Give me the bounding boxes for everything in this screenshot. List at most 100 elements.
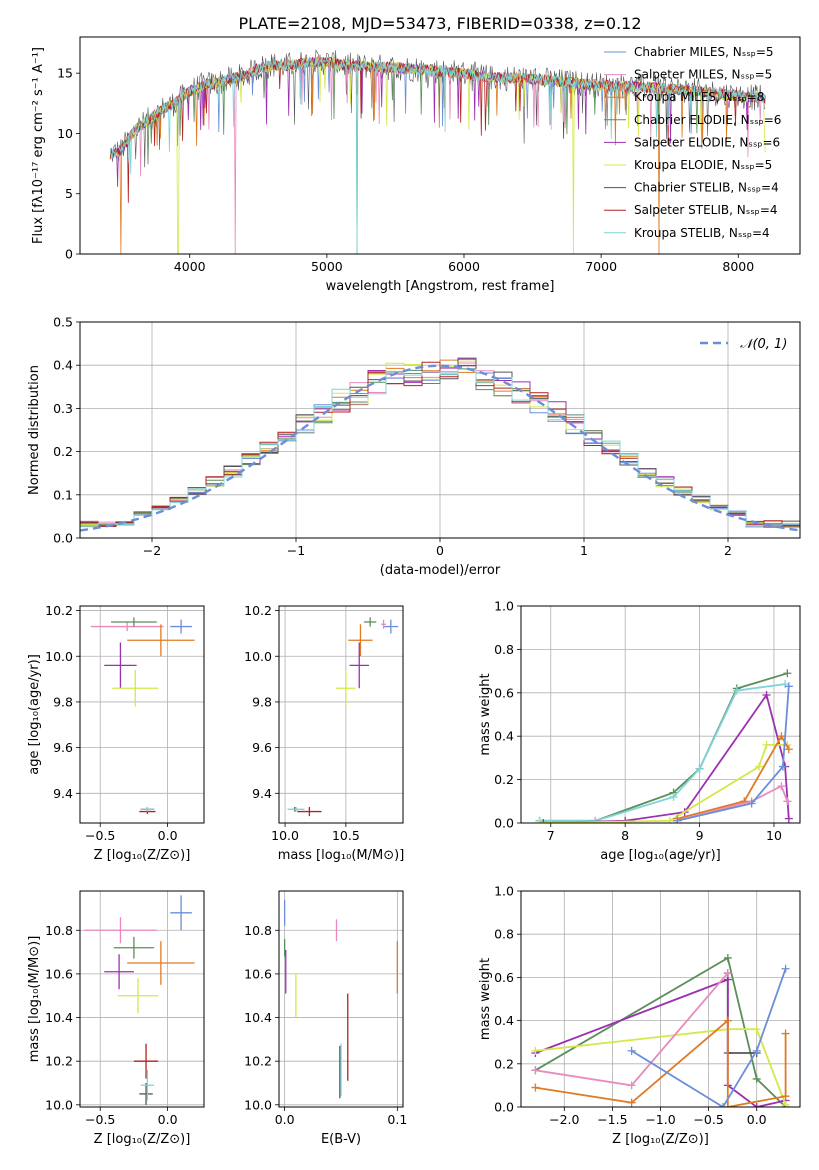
y-tick-label: 10.6 [244,966,272,981]
plot-area [90,617,195,814]
x-tick-label: 1 [580,543,588,558]
x-tick-label: 9 [696,828,704,843]
data-point-marker [762,690,771,699]
legend-label: Chabrier STELIB, Nₛₛₚ=4 [634,181,779,195]
x-axis-label: Z [log₁₀(Z/Z⊙)] [94,1132,191,1147]
y-tick-label: 10.0 [244,649,272,664]
x-tick-label: −1.0 [645,1112,675,1127]
y-tick-label: 10.0 [244,1097,272,1112]
y-tick-label: 10.2 [244,603,272,618]
y-tick-label: 0.6 [494,970,514,985]
panel-mass-vs-ebv: 0.0 0.1 10.0 10.2 10.4 10.6 10.8 E(B-V) [244,890,407,1147]
x-tick-label: 7 [547,828,555,843]
data-point-marker [752,1025,761,1034]
data-point-marker [627,1046,636,1055]
plot-area [287,617,399,817]
mass-weight-series-line [676,784,789,822]
data-point-marker [719,1103,728,1107]
y-tick-label: 9.8 [53,694,73,709]
axes-frame [79,890,205,1108]
y-tick-label: 0.8 [494,927,514,942]
y-tick-label: 1.0 [494,884,514,899]
x-tick-label: 4000 [174,259,206,274]
x-axis-label: wavelength [Angstrom, rest frame] [326,279,555,294]
spectrum-series-line [109,55,766,254]
x-tick-label: 0.0 [747,1112,767,1127]
y-axis-label: age [log₁₀(age/yr)] [27,654,42,775]
x-tick-label: −2.0 [549,1112,579,1127]
y-tick-label: 10.0 [45,649,73,664]
y-tick-label: 0.0 [494,1100,514,1115]
legend-label: Kroupa ELODIE, Nₛₛₚ=5 [634,158,772,172]
plot-area [531,953,790,1107]
x-tick-label: 0.0 [158,1112,178,1127]
axes-frame [79,605,205,824]
y-tick-label: 0.4 [494,729,514,744]
plot-area [80,357,800,538]
data-point-marker [783,669,792,678]
panel-residuals: −2 −1 0 1 2 0.0 0.1 0.2 0.3 0.4 0.5 (data-model)/er… [27,315,801,578]
plot-area [84,895,195,1105]
x-tick-label: −0.5 [85,828,115,843]
data-point-marker [781,1092,790,1101]
data-point-marker [781,1100,790,1107]
y-tick-label: 0.3 [53,401,73,416]
x-axis-label: Z [log₁₀(Z/Z⊙)] [94,848,191,863]
y-axis-label: Normed distribution [27,365,42,495]
x-tick-label: 5000 [311,259,343,274]
data-point-marker [747,799,756,808]
axes-frame [79,321,801,539]
x-tick-label: 7000 [585,259,617,274]
data-point-marker [531,1066,540,1075]
data-point-marker [762,740,771,749]
legend-label: Salpeter MILES, Nₛₛₚ=5 [634,68,772,82]
legend-label: Kroupa MILES, Nₛₛₚ=8 [634,90,764,104]
x-tick-label: 0.0 [158,828,178,843]
data-point-marker [755,762,764,771]
data-point-marker [784,745,793,754]
x-tick-label: 8000 [722,259,754,274]
data-point-marker [535,819,544,823]
y-tick-label: 10.8 [45,923,73,938]
y-tick-label: 9.6 [53,740,73,755]
y-tick-label: 5 [65,186,73,201]
plot-area [283,899,399,1099]
x-tick-label: −1 [287,543,305,558]
x-tick-label: 10.0 [271,828,299,843]
mass-weight-series-line [535,1028,787,1106]
data-point-marker [752,1046,761,1055]
y-axis-label: mass weight [478,958,493,1040]
x-tick-label: 0 [436,543,444,558]
panel-age-vs-z: −0.5 0.0 9.4 9.6 9.8 10.0 10.2 Z [log₁₀(Z/Z⊙)] a… [27,603,205,863]
data-point-marker [723,969,732,978]
data-point-marker [539,819,548,823]
y-tick-label: 10 [57,126,73,141]
legend-label: Salpeter STELIB, Nₛₛₚ=4 [634,203,778,217]
mass-weight-series-line [534,956,787,1107]
data-point-marker [752,1103,761,1107]
mass-weight-series-line [539,744,788,823]
y-tick-label: 0.0 [494,816,514,831]
x-axis-label: E(B-V) [321,1132,361,1147]
data-point-marker [781,964,790,973]
y-tick-label: 0 [65,247,73,262]
axes-frame [278,890,404,1108]
mass-weight-series-line [726,973,757,1054]
y-tick-label: 10.4 [45,1010,73,1025]
mass-weight-series-line [539,683,786,822]
x-tick-label: 10 [766,828,782,843]
data-point-marker [732,686,741,695]
y-axis-label: mass [log₁₀(M/M⊙)] [27,936,42,1063]
x-tick-label: −1.5 [597,1112,627,1127]
data-point-marker [627,1098,636,1107]
data-point-marker [665,816,674,823]
data-point-marker [784,682,793,691]
data-point-marker [778,762,787,771]
x-axis-label: mass [log₁₀(M/M⊙)] [278,848,405,863]
plot-area [535,669,793,823]
data-point-marker [781,1029,790,1038]
y-axis-label: Flux [fλ10⁻¹⁷ erg cm⁻² s⁻¹ A⁻¹] [31,47,46,244]
y-tick-label: 0.4 [494,1013,514,1028]
data-point-marker [723,953,732,962]
